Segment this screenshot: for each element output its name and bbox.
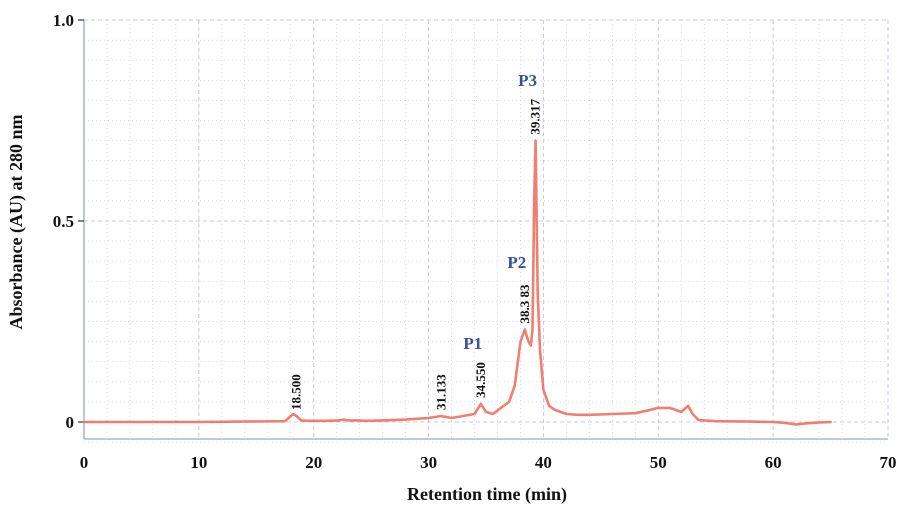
x-tick-label: 70: [880, 453, 897, 472]
peak-retention-label: 31.133: [434, 374, 449, 410]
chromatogram-trace: [82, 139, 832, 426]
y-tick-label: 1.0: [53, 11, 74, 30]
y-tick-label: 0: [66, 413, 75, 432]
y-axis-label: Absorbance (AU) at 280 nm: [6, 115, 27, 330]
x-tick-label: 50: [650, 453, 667, 472]
peak-name-label: P1: [463, 334, 482, 353]
x-tick-label: 60: [765, 453, 782, 472]
peak-name-label: P3: [518, 71, 537, 90]
tick-labels: 0 10 20 30 40 50 60 70 0 0.5 1.0: [53, 11, 897, 472]
plot-area: [82, 139, 832, 426]
x-tick-label: 20: [305, 453, 322, 472]
x-axis-label: Retention time (min): [407, 484, 567, 505]
peak-retention-label: 38.3 83: [517, 284, 532, 324]
x-tick-label: 10: [190, 453, 207, 472]
peak-retention-label: 18.500: [289, 374, 304, 410]
y-tick-label: 0.5: [53, 212, 74, 231]
x-tick-label: 40: [535, 453, 552, 472]
peak-name-label: P2: [507, 253, 526, 272]
peak-annotations: 18.500 31.133 34.550 P1 38.3 83 P2 39.317 P3: [289, 71, 543, 410]
peak-retention-label: 34.550: [473, 362, 488, 398]
x-tick-label: 0: [80, 453, 89, 472]
axes: [78, 19, 888, 440]
x-tick-label: 30: [420, 453, 437, 472]
peak-retention-label: 39.317: [528, 98, 543, 134]
